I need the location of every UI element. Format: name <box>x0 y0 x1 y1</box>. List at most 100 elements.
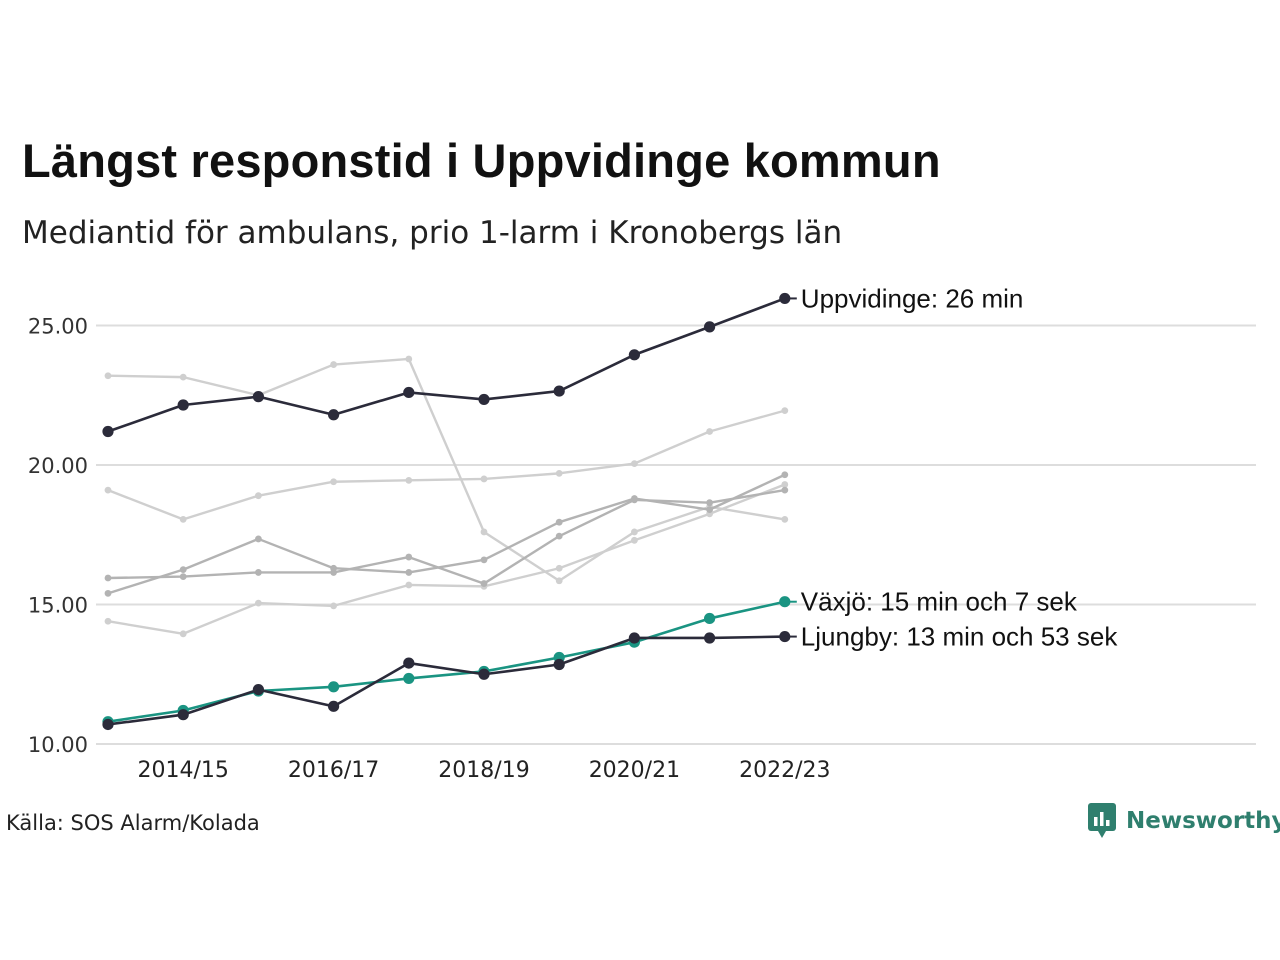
data-point <box>704 321 716 333</box>
series-background <box>104 355 789 585</box>
data-point <box>478 393 490 406</box>
x-tick-label: 2014/15 <box>137 758 228 783</box>
data-point <box>403 657 415 669</box>
data-point <box>177 709 189 721</box>
data-point <box>704 632 716 644</box>
data-point <box>405 553 413 561</box>
x-tick-label: 2020/21 <box>589 758 680 783</box>
data-point <box>631 495 638 502</box>
series-line <box>107 483 786 635</box>
series-line <box>107 473 786 595</box>
series-background <box>104 486 789 587</box>
newsworthy-icon <box>1088 803 1116 838</box>
end-label-uppvidinge: Uppvidinge: 26 min <box>801 283 1024 313</box>
data-point <box>330 602 337 610</box>
data-point <box>555 532 563 540</box>
x-tick-label: 2016/17 <box>288 758 379 783</box>
data-point <box>179 566 187 574</box>
data-point <box>480 556 488 564</box>
x-tick-label: 2018/19 <box>438 758 529 783</box>
data-point <box>252 683 264 696</box>
data-point <box>553 385 565 397</box>
data-point <box>704 612 716 625</box>
data-point <box>480 580 488 587</box>
series-line <box>107 488 785 585</box>
data-point <box>781 516 789 523</box>
chart-subtitle: Mediantid för ambulans, prio 1-larm i Kr… <box>22 215 843 251</box>
data-point <box>102 718 114 731</box>
x-axis-ticks: 2014/15 2016/17 2018/19 2020/21 2022/23 <box>137 758 830 783</box>
end-label-vaxjo: Växjö: 15 min och 7 sek <box>801 587 1078 617</box>
y-tick-label: 10.00 <box>28 733 88 757</box>
data-point <box>405 476 413 484</box>
source-note: Källa: SOS Alarm/Kolada <box>6 811 260 835</box>
data-point <box>480 528 488 536</box>
data-point <box>255 569 262 576</box>
data-point <box>628 349 641 361</box>
end-labels: Växjö: 15 min och 7 sek Ljungby: 13 min o… <box>784 283 1119 652</box>
series-background <box>104 481 789 638</box>
data-point <box>478 668 490 680</box>
data-point <box>104 372 112 380</box>
newsworthy-logo: Newsworthy <box>1088 803 1280 839</box>
data-point <box>177 399 189 411</box>
series-ljungby <box>102 630 791 731</box>
data-point <box>328 700 340 712</box>
series-background <box>104 407 789 523</box>
brand-name: Newsworthy <box>1126 808 1280 834</box>
data-point <box>179 630 187 638</box>
data-point <box>781 407 789 414</box>
data-point <box>480 475 488 483</box>
x-tick-label: 2022/23 <box>739 758 830 783</box>
data-point <box>255 599 262 607</box>
data-point <box>706 499 713 507</box>
data-point <box>102 425 114 438</box>
end-label-ljungby: Ljungby: 13 min och 53 sek <box>801 622 1119 652</box>
data-point <box>328 409 340 421</box>
series-line <box>107 409 786 521</box>
y-tick-label: 20.00 <box>28 454 88 478</box>
data-point <box>628 632 641 644</box>
series-uppvidinge <box>102 292 791 438</box>
data-point <box>104 617 112 625</box>
data-point <box>403 386 415 399</box>
data-point <box>405 355 413 363</box>
data-point <box>555 564 563 572</box>
data-point <box>555 518 563 526</box>
data-point <box>330 564 337 572</box>
data-point <box>781 486 789 494</box>
data-point <box>631 536 638 544</box>
data-point <box>405 569 413 576</box>
data-point <box>330 478 337 486</box>
data-point <box>255 535 262 543</box>
line-chart: 10.00 15.00 20.00 25.00 2014/15 2016/17 2018/… <box>28 283 1256 783</box>
series-line <box>107 635 785 726</box>
data-point <box>555 469 563 477</box>
data-point <box>179 573 187 580</box>
series-line <box>107 600 786 723</box>
series-background <box>104 471 789 597</box>
data-point <box>104 589 112 597</box>
data-point <box>781 481 789 488</box>
data-point <box>255 492 262 500</box>
data-point <box>179 373 187 381</box>
data-point <box>405 581 413 589</box>
y-axis-ticks: 10.00 15.00 20.00 25.00 <box>28 315 88 758</box>
data-point <box>781 471 789 479</box>
data-point <box>631 528 638 536</box>
data-point <box>403 672 415 685</box>
data-point <box>631 460 638 468</box>
series-line <box>107 297 786 433</box>
chart-title: Längst responstid i Uppvidinge kommun <box>22 134 941 187</box>
data-point <box>104 574 112 582</box>
series-line <box>107 357 785 582</box>
data-point <box>104 486 112 494</box>
gridlines <box>96 324 1256 745</box>
data-point <box>252 391 264 403</box>
data-point <box>706 428 713 435</box>
data-point <box>706 506 713 514</box>
data-point <box>330 361 337 368</box>
data-point <box>553 658 565 671</box>
data-point <box>555 577 563 585</box>
data-point <box>328 681 340 693</box>
